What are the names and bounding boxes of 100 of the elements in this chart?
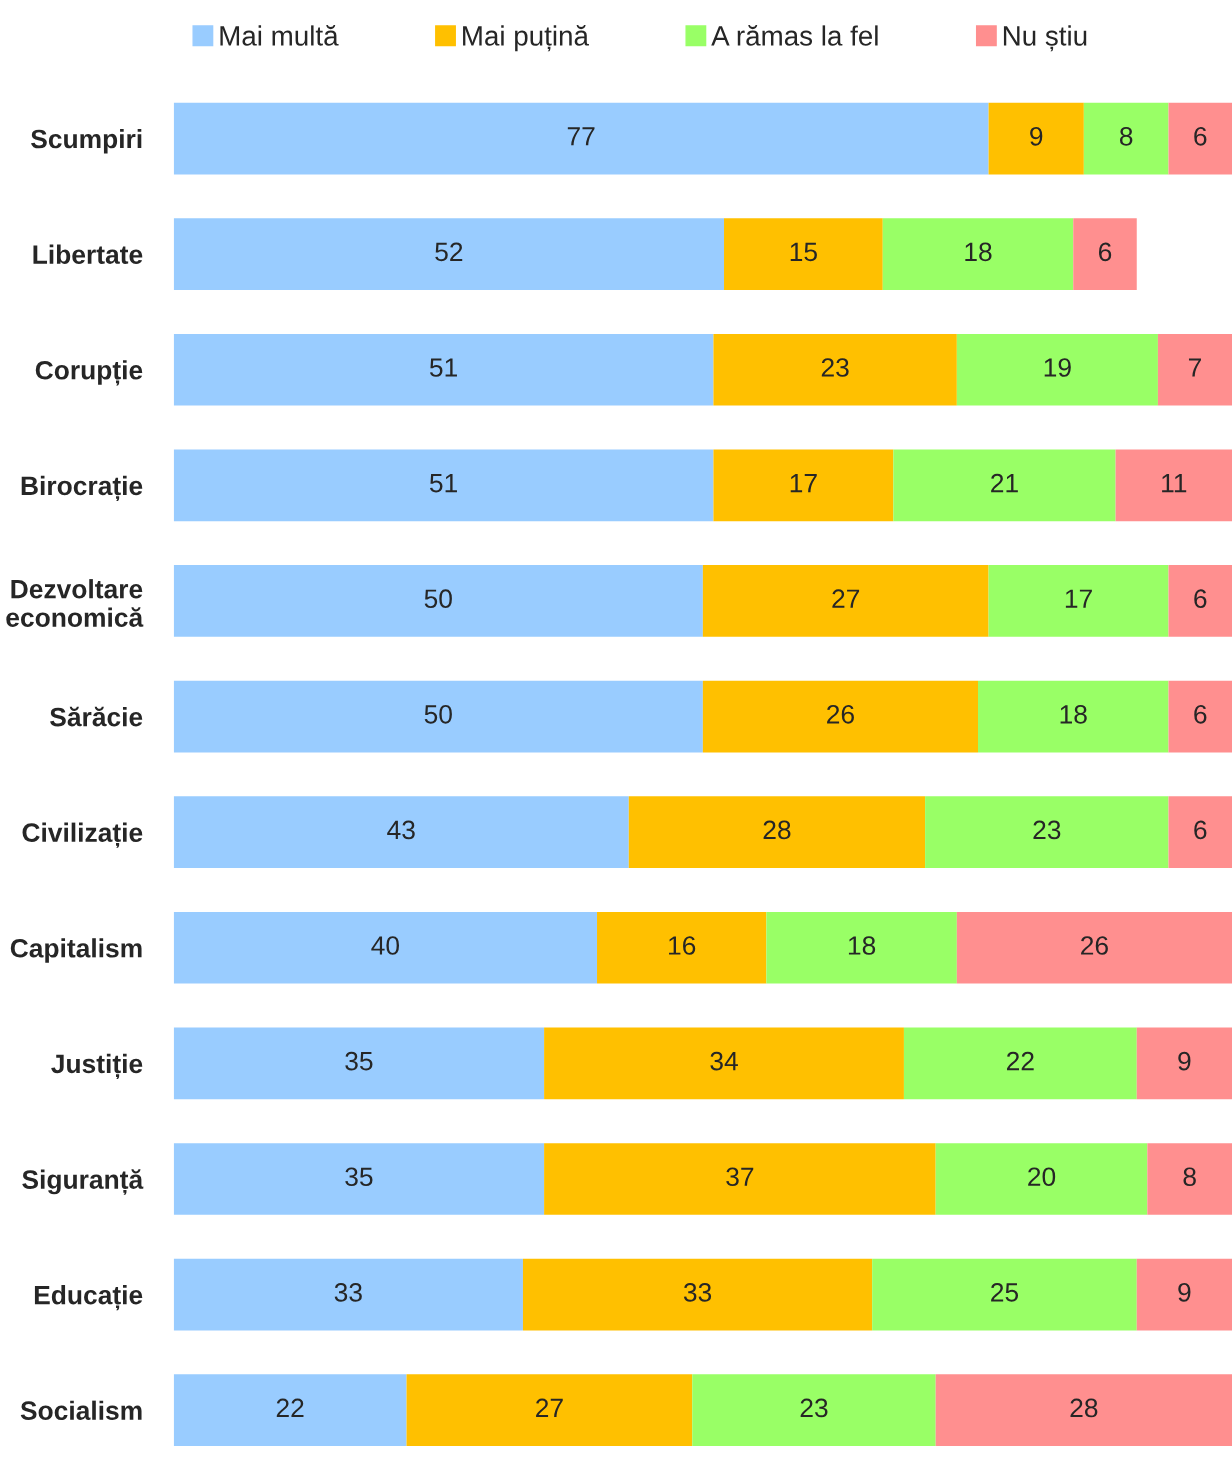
bar [173,911,598,984]
data-label: 26 [1081,936,1108,955]
data-label: 21 [991,473,1018,493]
bar [713,333,957,406]
data-label: 28 [763,820,791,840]
bar [1147,1143,1232,1215]
bar [173,102,989,175]
data-label: 23 [1033,820,1061,840]
data-label: 20 [1028,1167,1056,1187]
bar [882,218,1074,290]
data-label: 17 [790,474,817,493]
y-tick-label: Corupție [35,360,143,386]
data-label: 16 [669,936,696,955]
data-label: 23 [800,1398,828,1418]
data-label: 6 [1099,242,1112,262]
data-label: 8 [1183,1167,1196,1187]
data-label: 6 [1194,126,1207,146]
bar [173,218,725,290]
bar [702,680,979,753]
data-label: 35 [345,1167,373,1187]
data-label: 25 [991,1282,1019,1302]
bar [702,565,989,637]
data-label: 6 [1194,704,1207,724]
data-label: 18 [848,936,876,955]
bar [1168,796,1232,869]
data-label: 26 [827,704,854,724]
data-label: 8 [1119,126,1133,146]
bar [173,1143,545,1215]
data-label: 43 [387,820,415,840]
bar [1115,449,1232,522]
data-label: 18 [1060,704,1087,724]
legend-label: Mai multă [220,25,339,46]
data-label: 50 [424,589,452,609]
y-tick-label: Siguranță [22,1169,144,1195]
data-label: 22 [1007,1051,1034,1071]
data-label: 40 [371,936,400,955]
y-tick-label: Civilizație [22,822,143,848]
bar [692,1374,936,1447]
bar [903,1027,1137,1100]
data-label: 33 [683,1282,712,1302]
data-label: 17 [1065,589,1092,608]
y-tick-label: Scumpiri [31,128,142,154]
data-label: 15 [790,242,817,262]
bar [1168,565,1232,637]
data-label: 9 [1030,126,1043,146]
y-tick-label: Birocrație [21,475,143,502]
bar [406,1374,693,1447]
bar [173,449,714,522]
bar [1073,218,1137,290]
data-label: 52 [435,242,463,262]
legend-label: A rămas la fel [711,25,878,46]
data-label: 6 [1194,820,1207,840]
data-label: 51 [429,358,457,377]
data-label: 28 [1070,1398,1098,1418]
bar [522,1258,873,1331]
data-label: 6 [1194,589,1207,609]
bar [1136,1258,1232,1331]
data-label: 34 [710,1051,738,1071]
bar [988,102,1084,175]
y-tick-label: Capitalism [10,938,142,963]
bar [1136,1027,1232,1100]
data-label: 23 [821,358,849,377]
data-label: 22 [276,1398,304,1418]
data-label: 9 [1178,1282,1191,1302]
bar [988,565,1169,637]
bar [173,796,629,869]
y-tick-label: Sărăcie [50,706,143,727]
bar [173,1258,523,1331]
bar [935,1374,1232,1447]
data-label: 9 [1178,1051,1191,1071]
bar [925,796,1169,869]
bar [1168,680,1232,753]
bar [872,1258,1137,1331]
bar [978,680,1169,753]
bar [173,333,714,406]
y-tick-label: Socialism [20,1400,142,1421]
data-label: 35 [345,1051,373,1071]
bar [766,911,957,984]
bar [173,1374,407,1447]
bar [1157,333,1232,406]
bar [956,333,1158,406]
data-label: 11 [1162,474,1187,493]
bar [1168,102,1232,175]
legend-label: Mai puțină [463,25,589,52]
data-label: 7 [1188,358,1201,377]
y-tick-label: Educație [34,1285,143,1311]
bar [173,565,703,637]
bar [544,1143,936,1215]
data-label: 51 [429,474,457,493]
y-tick-label: Dezvoltare economică [6,579,144,627]
data-label: 33 [334,1282,362,1302]
data-label: 77 [567,127,595,146]
bar [628,796,926,869]
data-label: 50 [424,704,452,724]
bar [173,680,703,753]
bar [173,1027,545,1100]
data-label: 27 [536,1398,563,1418]
data-label: 27 [832,589,860,608]
data-label: 19 [1044,358,1071,377]
bar [544,1027,904,1100]
